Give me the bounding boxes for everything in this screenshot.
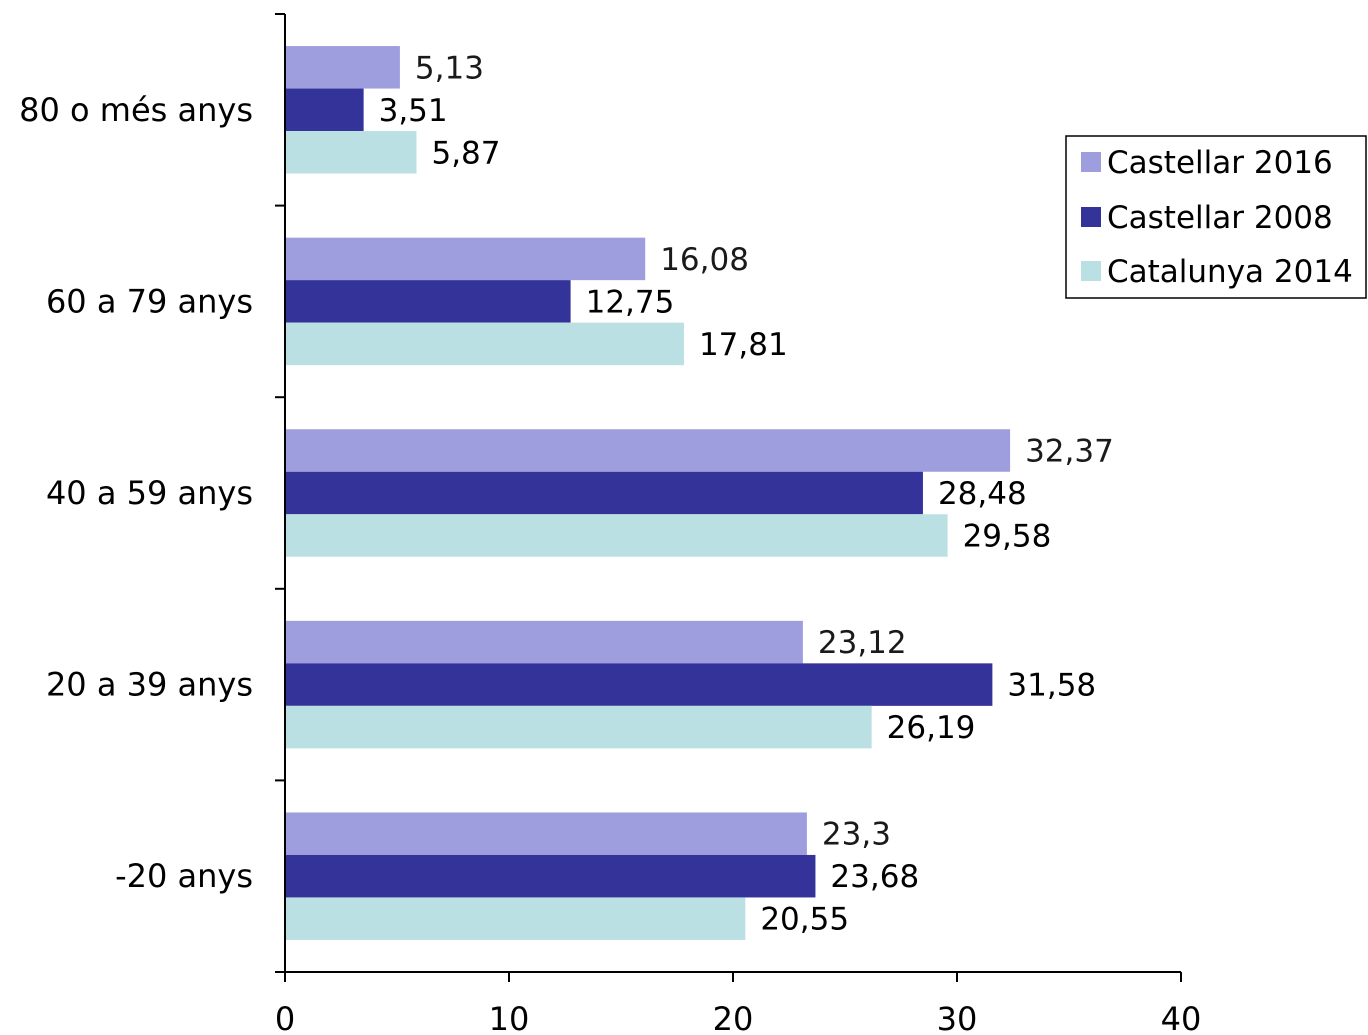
- bar-castellar-2008: [285, 471, 923, 515]
- category-label: 60 a 79 anys: [46, 282, 253, 320]
- axes-layer: [275, 14, 1181, 973]
- bars-layer: [285, 46, 1011, 940]
- bar-castellar-2016: [285, 46, 400, 89]
- legend-swatch-castellar-2008: [1081, 207, 1101, 227]
- bar-catalunya-2014: [285, 897, 746, 940]
- x-tick-label: 10: [489, 1000, 530, 1035]
- data-label-catalunya-2014: 29,58: [963, 519, 1052, 555]
- x-tick-label: 20: [713, 1000, 754, 1035]
- data-label-catalunya-2014: 17,81: [699, 327, 788, 363]
- legend-label-castellar-2016: Castellar 2016: [1107, 145, 1333, 181]
- bar-castellar-2008: [285, 280, 571, 323]
- bar-catalunya-2014: [285, 514, 948, 557]
- data-label-castellar-2016: 32,37: [1025, 434, 1114, 470]
- bar-catalunya-2014: [285, 131, 417, 174]
- bar-castellar-2008: [285, 88, 364, 132]
- data-label-catalunya-2014: 20,55: [760, 902, 849, 938]
- legend-box: [1065, 135, 1367, 299]
- legend-label-catalunya-2014: Catalunya 2014: [1107, 254, 1353, 290]
- bar-castellar-2016: [285, 237, 646, 281]
- legend-swatch-castellar-2016: [1081, 152, 1101, 172]
- category-label: 40 a 59 anys: [46, 474, 253, 512]
- category-label: 80 o més anys: [19, 91, 253, 129]
- bar-castellar-2008: [285, 663, 993, 706]
- category-label: -20 anys: [115, 857, 253, 895]
- data-label-castellar-2016: 23,12: [818, 625, 907, 661]
- labels-layer: 0 10 20 30 40 80 o més anys 5,13 3,51 5,87 60 a 7…: [19, 50, 1201, 1035]
- data-label-castellar-2008: 23,68: [830, 859, 919, 895]
- data-label-catalunya-2014: 26,19: [887, 710, 976, 746]
- legend-label-castellar-2008: Castellar 2008: [1107, 200, 1333, 236]
- data-label-castellar-2008: 12,75: [586, 284, 675, 320]
- data-label-catalunya-2014: 5,87: [431, 135, 500, 171]
- data-label-castellar-2016: 5,13: [415, 50, 484, 86]
- data-label-castellar-2016: 16,08: [660, 242, 749, 278]
- x-tick-label: 30: [937, 1000, 978, 1035]
- bar-castellar-2016: [285, 620, 803, 664]
- x-tick-label: 0: [275, 1000, 295, 1035]
- bar-catalunya-2014: [285, 705, 872, 749]
- x-tick-label: 40: [1161, 1000, 1202, 1035]
- data-label-castellar-2008: 3,51: [379, 93, 448, 129]
- legend-swatch-catalunya-2014: [1081, 261, 1101, 281]
- data-label-castellar-2016: 23,3: [822, 817, 891, 853]
- bar-castellar-2016: [285, 812, 807, 855]
- ticks-layer: [275, 13, 1182, 982]
- data-label-castellar-2008: 28,48: [938, 476, 1027, 512]
- legend: Castellar 2016 Castellar 2008 Catalunya …: [1065, 135, 1367, 299]
- category-label: 20 a 39 anys: [46, 666, 253, 704]
- bar-castellar-2008: [285, 854, 816, 898]
- data-label-castellar-2008: 31,58: [1007, 668, 1096, 704]
- bar-castellar-2016: [285, 429, 1011, 472]
- bar-catalunya-2014: [285, 322, 684, 366]
